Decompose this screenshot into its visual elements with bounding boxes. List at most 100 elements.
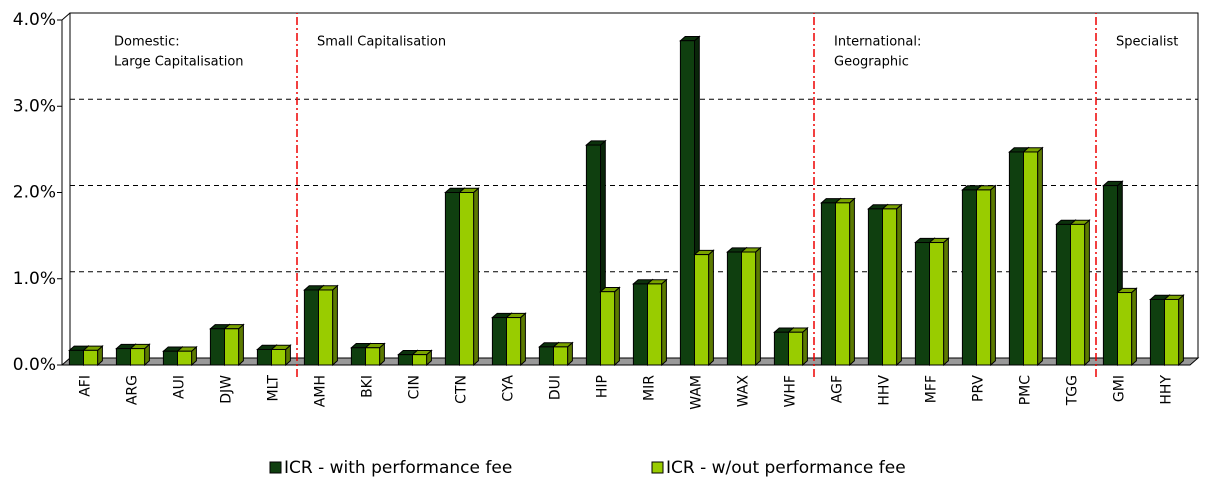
x-tick-label: PMC (1018, 375, 1034, 406)
bar-3d (82, 345, 104, 367)
bar (882, 208, 898, 366)
bar-side (661, 278, 667, 367)
bar-side (990, 184, 996, 367)
bar-3d (928, 237, 950, 367)
x-tick-label: CYA (501, 375, 517, 402)
bar (1164, 298, 1180, 366)
group-label: Specialist (1116, 35, 1178, 50)
legend-label: ICR - w/out performance fee (666, 458, 906, 478)
bar-3d (1163, 294, 1185, 367)
bar-side (943, 237, 949, 367)
bar (1102, 185, 1119, 366)
bar (209, 328, 225, 366)
bar (162, 350, 178, 366)
bar (600, 291, 616, 366)
bar (1117, 292, 1133, 366)
group-label: Domestic: (114, 35, 180, 50)
bar (585, 144, 602, 366)
bar-3d (787, 326, 809, 367)
bar-side (473, 187, 479, 367)
bar (773, 331, 790, 366)
x-tick-label: CTN (454, 375, 470, 404)
x-tick-label: DJW (219, 375, 235, 404)
bar (1149, 298, 1166, 366)
bar (726, 251, 743, 366)
bar-3d (176, 345, 198, 367)
y-tick-label: 0.0% (13, 355, 56, 375)
bar-3d (834, 197, 856, 367)
bar-3d (458, 187, 480, 367)
bar (83, 349, 99, 366)
bar-3d (975, 184, 997, 367)
x-tick-label: AFI (78, 375, 94, 397)
bar-side (1084, 219, 1090, 367)
group-label: Geographic (834, 55, 909, 70)
bar (459, 192, 475, 366)
bar-3d (1116, 287, 1138, 367)
bar (647, 283, 663, 366)
y-axis-top (61, 12, 71, 21)
group-label: Large Capitalisation (114, 55, 244, 70)
bar (914, 242, 931, 366)
x-tick-label: ARG (125, 375, 141, 405)
bar (835, 202, 851, 366)
bar (1070, 223, 1086, 366)
bar (318, 289, 334, 366)
bar (1008, 151, 1025, 366)
bar (679, 40, 696, 366)
bar-3d (1022, 146, 1044, 367)
bar-3d (552, 341, 574, 367)
group-label: International: (834, 35, 921, 50)
bar (788, 331, 804, 366)
bar (412, 354, 428, 366)
x-tick-label: WHF (783, 375, 799, 407)
legend-swatch (269, 461, 282, 474)
bar-side (332, 284, 338, 367)
bar (820, 202, 837, 366)
bar-side (1178, 294, 1184, 367)
x-tick-label: HIP (595, 375, 611, 398)
bar-3d (881, 203, 903, 367)
bar-side (614, 286, 620, 367)
bar (491, 317, 507, 366)
bar-3d (599, 286, 621, 367)
bar (177, 350, 193, 366)
bar-3d (411, 349, 433, 367)
bar-3d (364, 342, 386, 367)
bar-3d (317, 284, 339, 367)
x-tick-label: MLT (266, 375, 282, 402)
bar-3d (740, 246, 762, 367)
bar (444, 192, 460, 366)
x-tick-label: AGF (830, 375, 846, 403)
bar-side (1037, 146, 1043, 367)
bar (350, 347, 366, 366)
bar (1055, 223, 1072, 366)
bar (741, 251, 757, 366)
x-tick-label: AUI (172, 375, 188, 399)
bar (976, 189, 992, 366)
group-label: Small Capitalisation (317, 35, 446, 50)
x-tick-label: BKI (360, 375, 376, 398)
bar (224, 328, 240, 366)
x-tick-label: WAM (689, 375, 705, 410)
x-tick-label: DUI (548, 375, 564, 400)
bar (553, 346, 569, 366)
bar (397, 354, 413, 366)
bar (68, 349, 85, 366)
y-tick-label: 3.0% (13, 96, 56, 116)
x-tick-label: AMH (313, 375, 329, 407)
x-tick-label: HHV (877, 375, 893, 406)
legend-swatch (651, 461, 664, 474)
bar (867, 208, 884, 366)
y-tick-label: 1.0% (13, 269, 56, 289)
bar (506, 317, 522, 366)
bar (271, 348, 287, 366)
bar-side (708, 249, 714, 367)
bar-3d (223, 323, 245, 367)
x-tick-label: PRV (971, 375, 987, 402)
x-tick-label: MIR (642, 375, 658, 401)
bar (1023, 151, 1039, 366)
bar (538, 346, 555, 366)
bar-3d (505, 312, 527, 367)
